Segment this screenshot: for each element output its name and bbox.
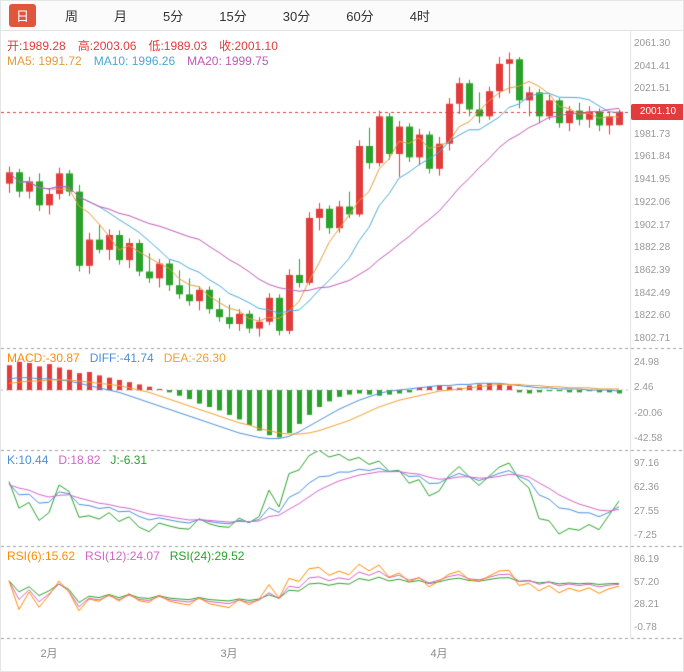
tab-week[interactable]: 周 <box>65 9 79 24</box>
tab-15min[interactable]: 15分 <box>219 9 247 24</box>
tab-60min[interactable]: 60分 <box>346 9 374 24</box>
tab-5min[interactable]: 5分 <box>163 9 184 24</box>
tab-30min[interactable]: 30分 <box>282 9 311 24</box>
tab-month[interactable]: 月 <box>114 9 128 24</box>
tab-day[interactable]: 日 <box>9 4 37 27</box>
tab-bar: 日 周 月 5分 15分 30分 60分 4时 <box>1 1 683 31</box>
tab-4hour[interactable]: 4时 <box>409 9 430 24</box>
